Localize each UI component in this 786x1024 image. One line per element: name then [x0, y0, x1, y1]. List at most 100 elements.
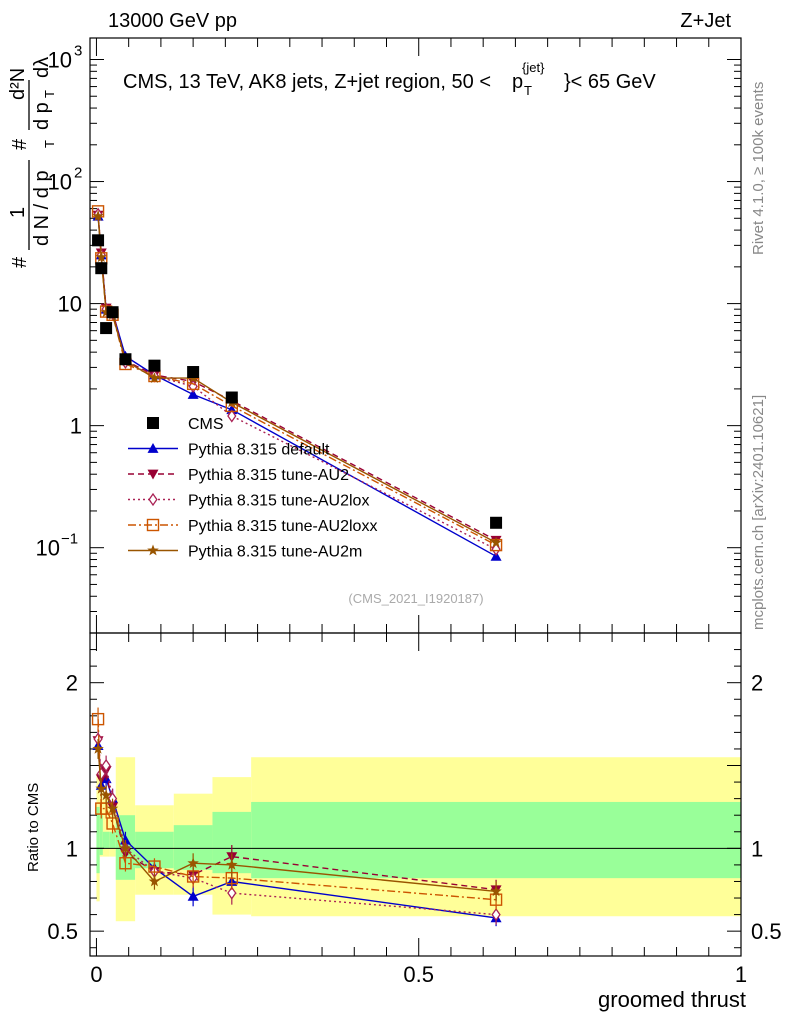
- series-2-point-8: [491, 542, 501, 556]
- legend-cms-label: CMS: [188, 416, 224, 433]
- green-band-8: [251, 801, 741, 879]
- ratio-2-point-2: [101, 758, 111, 773]
- analysis-watermark: (CMS_2021_I1920187): [348, 591, 483, 606]
- ratio-y-tick-label-0: 0.5: [47, 919, 78, 944]
- svg-text:#: #: [9, 256, 31, 268]
- cms-point-1: [95, 262, 108, 275]
- green-band-0: [96, 806, 100, 874]
- cms-point-4: [119, 353, 132, 366]
- chart-title: CMS, 13 TeV, AK8 jets, Z+jet region, 50 …: [123, 60, 656, 98]
- y-tick-exp: 2: [74, 165, 82, 182]
- svg-text:T: T: [524, 83, 532, 98]
- series-4-point-5: [148, 372, 161, 383]
- x-tick-label-1: 0.5: [403, 962, 434, 987]
- svg-text:}< 65 GeV: }< 65 GeV: [564, 71, 656, 93]
- ratio-bands: [96, 757, 741, 922]
- ratio-4-point-2: [100, 789, 112, 801]
- ratio-4-point-5: [148, 875, 161, 887]
- ratio-series: [91, 707, 503, 927]
- y-tick-exp: −1: [61, 531, 78, 548]
- ratio-y-tick-label-1: 1: [66, 836, 78, 861]
- svg-text:#: #: [9, 138, 31, 150]
- cms-point-0: [92, 234, 105, 247]
- ratio-4-point-3: [106, 802, 119, 814]
- ratio-y-tick-label-right-0: 0.5: [751, 919, 782, 944]
- y-tick-exp: 3: [74, 42, 82, 59]
- svg-text:p: p: [512, 71, 523, 93]
- ratio-4-point-7: [226, 858, 238, 870]
- mcplots-label: mcplots.cern.ch [arXiv:2401.10621]: [750, 395, 767, 630]
- ratio-3-point-0: [91, 712, 105, 726]
- main-series: [91, 205, 503, 561]
- cms-point-2: [100, 322, 113, 335]
- cms-point-8: [490, 516, 503, 529]
- ratio-y-tick-label-right-1: 1: [751, 836, 763, 861]
- legend-label-1: Pythia 8.315 tune-AU2: [188, 467, 349, 484]
- ratio-4-point-6: [187, 857, 199, 869]
- x-tick-label-0: 0: [90, 962, 102, 987]
- legend-label-3: Pythia 8.315 tune-AU2loxx: [188, 518, 377, 535]
- legend-cms-marker: [147, 417, 159, 429]
- svg-text:{jet}: {jet}: [522, 60, 545, 75]
- green-band-3: [109, 831, 116, 849]
- legend-marker-1: [147, 469, 159, 480]
- ratio-2-point-8: [491, 907, 501, 922]
- ratio-frame-box: [89, 632, 742, 957]
- y-axis-label: # 1 d N / d p T # d p T d²N dλ: [7, 57, 57, 268]
- series-0-point-6: [187, 388, 199, 399]
- svg-text:d²N: d²N: [7, 68, 29, 100]
- cms-point-3: [106, 306, 119, 319]
- y-tick-label-2: 10: [58, 292, 82, 317]
- x-tick-label-2: 1: [735, 962, 747, 987]
- x-axis-label: groomed thrust: [598, 987, 746, 1012]
- y-tick-label-3: 10 2: [48, 165, 83, 195]
- ratio-y-tick-label-2: 2: [66, 671, 78, 696]
- y-tick-base: 1: [70, 414, 82, 439]
- ratio-3-point-4: [119, 857, 132, 870]
- ratio-4-point-1: [95, 782, 107, 794]
- svg-text:T: T: [42, 90, 57, 98]
- series-4-point-2: [100, 306, 112, 318]
- ratio-4-point-4: [119, 842, 132, 854]
- y-tick-label-1: 1: [70, 414, 82, 439]
- ratio-4-point-8: [490, 885, 502, 897]
- series-4-point-8: [490, 536, 502, 548]
- ratio-4-point-0: [92, 742, 104, 754]
- green-band-2: [102, 831, 110, 849]
- rivet-label: Rivet 4.1.0, ≥ 100k events: [750, 82, 767, 255]
- y-tick-label-0: 10 −1: [36, 531, 79, 561]
- ratio-y-label: Ratio to CMS: [25, 783, 42, 872]
- svg-text:d N / d p: d N / d p: [31, 170, 53, 246]
- y-tick-label-4: 10 3: [48, 42, 83, 72]
- legend-marker-2: [148, 492, 158, 507]
- ratio-frame: 0 0.5 10.5 0.51 12 2: [47, 632, 782, 987]
- svg-text:1: 1: [7, 207, 29, 218]
- cms-point-6: [187, 366, 200, 379]
- svg-text:T: T: [42, 140, 57, 148]
- legend-marker-3: [146, 518, 160, 532]
- series-4-point-0: [92, 210, 104, 222]
- legend-marker-4: [147, 544, 159, 556]
- series-4-point-1: [95, 251, 107, 263]
- svg-text:CMS, 13 TeV, AK8 jets, Z+jet r: CMS, 13 TeV, AK8 jets, Z+jet region, 50 …: [123, 71, 491, 93]
- y-tick-base: 10: [36, 536, 60, 561]
- ratio-3-point-5: [148, 860, 161, 873]
- header-energy: 13000 GeV pp: [108, 10, 237, 32]
- legend: CMS Pythia 8.315 default Pythia 8.315 tune…: [128, 416, 377, 561]
- ratio-line-3: [97, 719, 497, 901]
- green-band-1: [99, 815, 103, 855]
- ratio-y-tick-label-right-2: 2: [751, 671, 763, 696]
- ratio-2-point-7: [227, 886, 237, 900]
- y-tick-base: 10: [58, 292, 82, 317]
- series-2-point-7: [227, 409, 237, 423]
- yellow-band-2: [102, 798, 110, 857]
- cms-point-7: [225, 391, 238, 404]
- legend-marker-0: [147, 443, 159, 453]
- y-tick-base: 10: [48, 47, 72, 72]
- legend-label-0: Pythia 8.315 default: [188, 442, 330, 459]
- svg-text:dλ: dλ: [31, 57, 53, 78]
- legend-label-4: Pythia 8.315 tune-AU2m: [188, 544, 362, 561]
- header-process: Z+Jet: [680, 10, 731, 32]
